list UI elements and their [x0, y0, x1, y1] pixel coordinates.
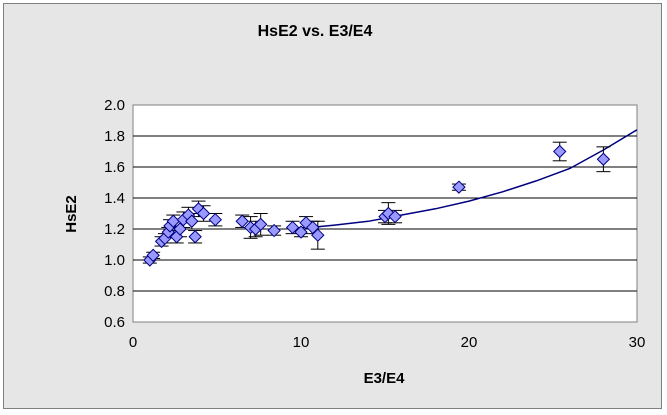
- chart-title: HsE2 vs. E3/E4: [258, 23, 373, 40]
- data-points: [143, 144, 611, 267]
- chart-svg: HsE2 vs. E3/E4 0.60.81.01.21.41.61.82.0 …: [63, 23, 646, 387]
- trendline-layer: [317, 129, 638, 228]
- data-point: [306, 220, 320, 235]
- data-point: [553, 144, 567, 159]
- data-point: [208, 212, 223, 227]
- x-tick-labels: 0 10 20 30: [129, 334, 646, 351]
- data-point: [311, 228, 325, 242]
- gridlines: [133, 135, 637, 292]
- y-tick-label: 1.2: [104, 221, 125, 238]
- x-tick-label: 20: [461, 334, 478, 351]
- data-point: [267, 223, 281, 238]
- data-point: [596, 152, 611, 166]
- data-point: [452, 180, 466, 194]
- y-tick-label: 0.8: [104, 283, 125, 300]
- data-point: [196, 206, 211, 221]
- x-tick-label: 0: [129, 334, 137, 351]
- y-tick-label: 2.0: [104, 97, 125, 114]
- y-axis-title: HsE2: [63, 195, 80, 233]
- data-point: [188, 230, 202, 244]
- y-tick-label: 1.6: [104, 159, 125, 176]
- y-tick-label: 1.0: [104, 252, 125, 269]
- y-tick-label: 0.6: [104, 314, 125, 331]
- x-tick-label: 30: [629, 334, 646, 351]
- data-point: [294, 225, 308, 239]
- y-tick-labels: 0.6 0.8 1.0 1.2 1.4 1.6 1.8 2.0: [104, 97, 125, 331]
- data-point: [253, 217, 268, 232]
- x-tick-label: 10: [293, 334, 310, 351]
- data-point: [185, 214, 199, 228]
- trendline: [317, 129, 638, 228]
- data-point: [388, 209, 402, 224]
- y-tick-label: 1.4: [104, 190, 125, 207]
- chart-area: HsE2 vs. E3/E4 0.6 0.8 1.0 1.2 1.4 1.6 1.8 2.0 …: [3, 3, 662, 409]
- data-point: [146, 248, 160, 263]
- data-point: [285, 220, 300, 235]
- y-tick-label: 1.8: [104, 128, 125, 145]
- data-point: [235, 214, 249, 228]
- x-axis-title: E3/E4: [364, 370, 406, 387]
